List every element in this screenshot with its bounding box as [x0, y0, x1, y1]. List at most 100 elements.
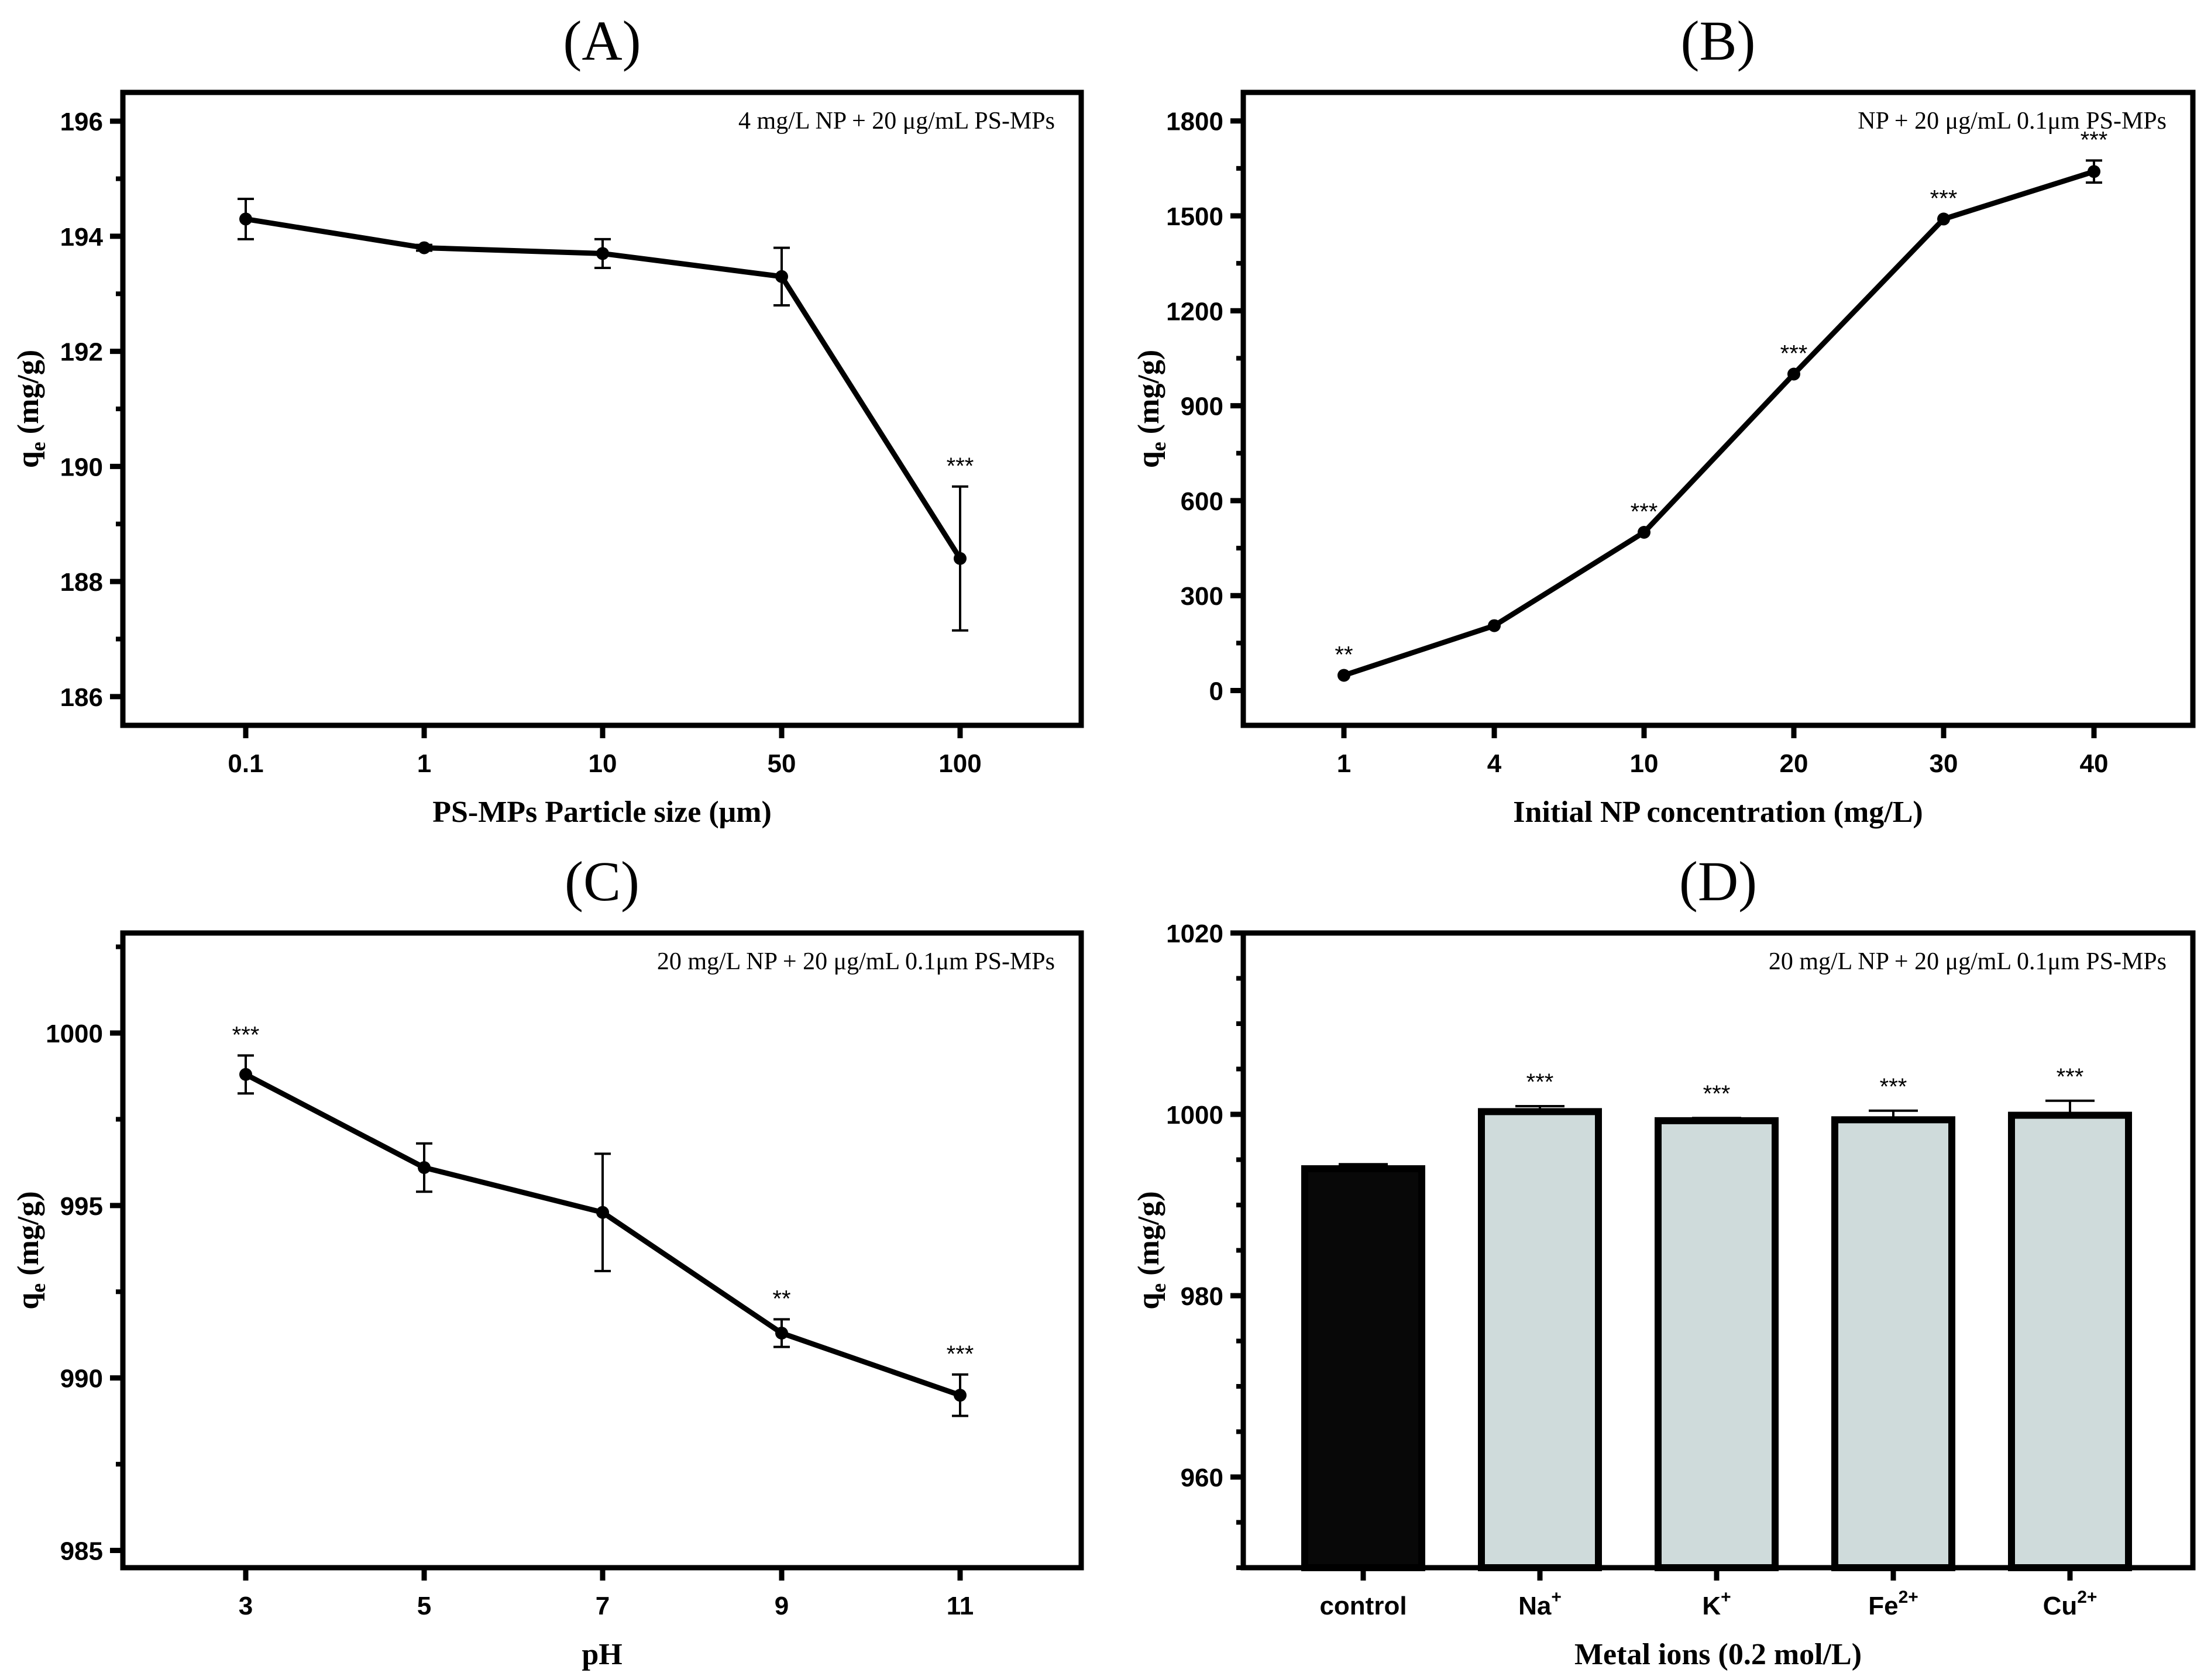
x-tick-label: 9: [775, 1592, 789, 1620]
data-series: *** *** *** ***: [1301, 1064, 2132, 1572]
panel-title: (A): [563, 9, 641, 72]
data-point: [775, 1327, 788, 1340]
ion-symbol: Na: [1518, 1592, 1552, 1620]
y-tick-label: 300: [1181, 582, 1223, 611]
data-point: [954, 1389, 967, 1402]
x-tick-label: 40: [2080, 749, 2109, 778]
data-point: [954, 552, 967, 565]
x-axis: 0.1 1 10 50 100: [228, 725, 982, 778]
ion-charge: 2+: [1899, 1588, 1918, 1607]
significance-label: ***: [1780, 340, 1808, 366]
y-axis: 186 188 190 192 194 196: [60, 108, 123, 712]
y-label-unit: (mg/g): [12, 350, 45, 442]
y-tick-label: 186: [60, 683, 103, 712]
y-tick-label: 1800: [1166, 108, 1223, 136]
x-tick-label: 20: [1780, 749, 1808, 778]
ion-charge: +: [1551, 1588, 1562, 1607]
ion-symbol: control: [1319, 1592, 1407, 1620]
y-tick-label: 1020: [1166, 920, 1223, 948]
plot-frame: [1240, 89, 2196, 728]
y-tick-label: 960: [1181, 1464, 1223, 1492]
x-tick-label: 11: [947, 1592, 974, 1620]
x-tick-label: 0.1: [228, 749, 263, 778]
y-tick-label: 980: [1181, 1282, 1223, 1311]
bar: [2008, 1111, 2132, 1572]
plot-frame: [120, 89, 1084, 728]
data-point: [1337, 669, 1350, 682]
x-axis-label: Initial NP concentration (mg/L): [1513, 796, 1923, 829]
significance-label: ***: [232, 1022, 260, 1048]
data-point: [1937, 212, 1950, 226]
y-tick-label: 1000: [1166, 1101, 1223, 1130]
y-axis-label: qe (mg/g): [12, 350, 50, 468]
y-tick-label: 190: [60, 453, 103, 481]
x-tick-label: control: [1319, 1592, 1407, 1620]
x-tick-label: 7: [596, 1592, 610, 1620]
y-tick-label: 194: [60, 223, 104, 252]
x-tick-label: 4: [1487, 749, 1502, 778]
y-tick-label: 600: [1181, 487, 1223, 516]
y-tick-label: 0: [1209, 677, 1223, 705]
y-tick-label: 192: [60, 338, 103, 367]
significance-label: ***: [2057, 1064, 2084, 1090]
x-axis: 1 4 10 20 30 40: [1337, 725, 2109, 778]
ion-symbol: K: [1702, 1592, 1721, 1620]
x-tick-label: Cu2+: [2043, 1588, 2097, 1620]
panel-a: (A)4 mg/L NP + 20 μg/mL PS-MPs1861881901…: [12, 9, 1084, 829]
y-axis: 0 300 600 900 1200 1500 1800: [1166, 108, 1243, 705]
significance-label: ***: [1880, 1074, 1907, 1100]
data-series: **************: [1335, 127, 2107, 682]
y-label-q: q: [12, 451, 45, 468]
panel-title: (B): [1681, 9, 1756, 72]
y-label-unit: (mg/g): [1132, 1191, 1165, 1283]
x-tick-label: 10: [589, 749, 617, 778]
panel-title: (C): [565, 850, 639, 913]
x-axis-label: PS-MPs Particle size (μm): [432, 796, 772, 829]
y-tick-label: 900: [1181, 393, 1223, 421]
y-tick-label: 995: [60, 1192, 103, 1221]
y-tick-label: 1000: [46, 1020, 103, 1048]
data-point: [596, 247, 609, 260]
data-point: [2088, 165, 2100, 178]
panel-d: (D) 20 mg/L NP + 20 μg/mL 0.1μm PS-MPs 960…: [1132, 850, 2196, 1671]
condition-annotation: NP + 20 μg/mL 0.1μm PS-MPs: [1858, 108, 2167, 135]
y-axis: 960 980 1000 1020: [1166, 920, 1243, 1570]
x-axis-label: pH: [582, 1638, 622, 1671]
ion-charge: 2+: [2077, 1588, 2097, 1607]
x-tick-label: K+: [1702, 1588, 1731, 1620]
y-label-unit: (mg/g): [12, 1191, 45, 1283]
bar: [1831, 1116, 1955, 1572]
y-tick-label: 196: [60, 108, 103, 136]
condition-annotation: 4 mg/L NP + 20 μg/mL PS-MPs: [738, 108, 1055, 135]
y-tick-label: 1500: [1166, 202, 1223, 231]
series-line: [1343, 168, 2095, 678]
x-tick-label: 50: [768, 749, 796, 778]
significance-label: **: [772, 1286, 790, 1311]
data-point: [418, 241, 431, 254]
data-point: [1787, 367, 1800, 381]
condition-annotation: 20 mg/L NP + 20 μg/mL 0.1μm PS-MPs: [657, 948, 1055, 975]
y-tick-label: 985: [60, 1537, 103, 1566]
y-axis-label: qe (mg/g): [1132, 350, 1170, 468]
x-tick-label: 1: [417, 749, 431, 778]
data-point: [775, 270, 788, 283]
x-axis: 3 5 7 9 11: [239, 1568, 974, 1620]
y-label-q: q: [1132, 451, 1165, 468]
significance-label: ***: [947, 1341, 974, 1367]
y-label-sub: e: [1147, 442, 1170, 451]
x-tick-label: 5: [417, 1592, 431, 1620]
significance-label: ***: [1526, 1069, 1554, 1095]
condition-annotation: 20 mg/L NP + 20 μg/mL 0.1μm PS-MPs: [1769, 948, 2167, 975]
x-axis: control Na+ K+ Fe2+ Cu2+: [1319, 1568, 2097, 1620]
data-point: [418, 1161, 431, 1174]
significance-label: ***: [947, 453, 974, 479]
x-tick-label: 100: [938, 749, 981, 778]
y-axis: 985 990 995 1000: [46, 944, 123, 1566]
data-point: [1488, 619, 1501, 632]
x-tick-label: Na+: [1518, 1588, 1562, 1620]
data-point: [1638, 525, 1650, 539]
y-label-sub: e: [26, 442, 50, 451]
significance-label: ***: [1631, 499, 1658, 525]
y-tick-label: 1200: [1166, 297, 1223, 326]
x-axis-label: Metal ions (0.2 mol/L): [1574, 1638, 1862, 1671]
